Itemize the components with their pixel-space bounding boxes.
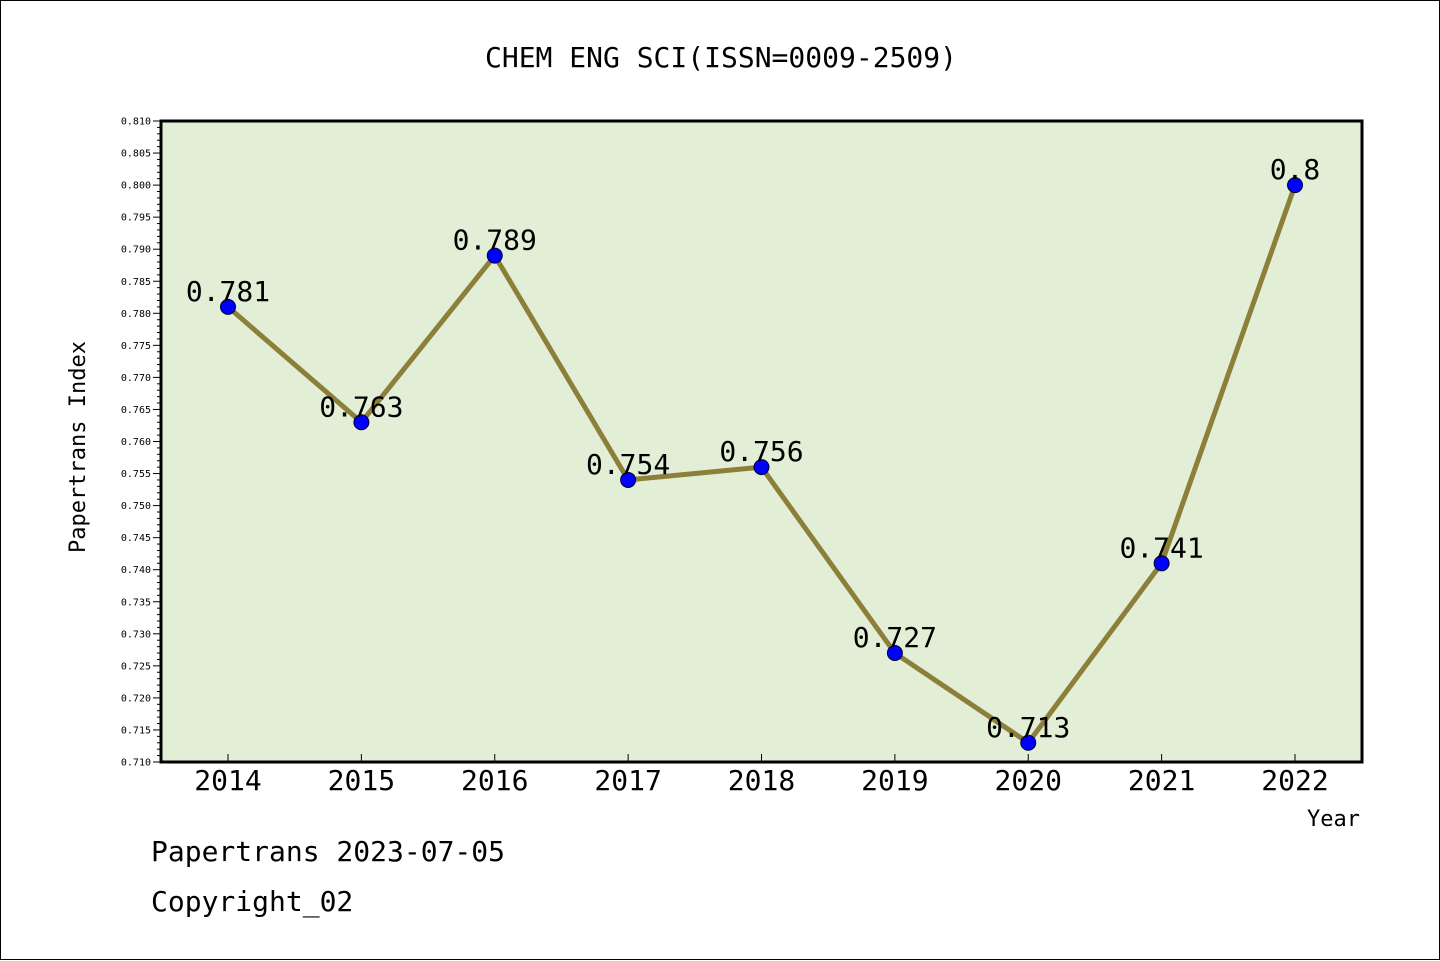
x-tick-label: 2018 — [728, 764, 795, 797]
data-label: 0.727 — [853, 621, 937, 654]
footer-copyright: Copyright_02 — [151, 885, 354, 918]
x-tick-label: 2016 — [461, 764, 528, 797]
data-label: 0.741 — [1119, 531, 1203, 564]
data-label: 0.754 — [586, 448, 670, 481]
series-markers — [220, 177, 1303, 751]
y-tick-label: 0.735 — [121, 597, 151, 608]
data-point — [486, 247, 503, 264]
data-point — [1020, 734, 1037, 751]
data-label: 0.763 — [319, 390, 403, 423]
y-tick-label: 0.720 — [121, 693, 151, 704]
y-tick-label: 0.760 — [121, 437, 151, 448]
y-tick-label: 0.710 — [121, 758, 151, 769]
y-tick-label: 0.800 — [121, 181, 151, 192]
footer-date: Papertrans 2023-07-05 — [151, 835, 506, 868]
data-label: 0.713 — [986, 711, 1070, 744]
data-label: 0.8 — [1270, 153, 1321, 186]
y-tick-label: 0.785 — [121, 277, 151, 288]
y-tick-label: 0.715 — [121, 725, 151, 736]
y-tick-label: 0.805 — [121, 149, 151, 160]
data-point — [1287, 177, 1303, 194]
x-tick-label: 2014 — [194, 764, 261, 797]
data-point — [220, 298, 236, 315]
y-tick-label: 0.745 — [121, 533, 151, 544]
y-axis-ticks: 0.710 0.715 0.720 0.725 0.730 0.735 0.740 0.745… — [121, 117, 161, 769]
y-tick-label: 0.790 — [121, 245, 151, 256]
y-tick-label: 0.775 — [121, 341, 151, 352]
plot-area — [159, 119, 1364, 764]
data-point — [353, 414, 370, 431]
data-point — [886, 645, 903, 662]
x-tick-label: 2017 — [594, 764, 661, 797]
x-tick-label: 2019 — [861, 764, 928, 797]
x-axis-label: Year — [1307, 807, 1360, 832]
x-tick-label: 2021 — [1128, 764, 1195, 797]
x-axis-ticks: 2014 2015 2016 2017 2018 2019 2020 2021 2022 — [194, 754, 1329, 797]
data-point — [1153, 555, 1170, 572]
data-label: 0.781 — [186, 275, 270, 308]
y-tick-label: 0.755 — [121, 469, 151, 480]
data-labels: 0.781 0.763 0.789 0.754 0.756 0.727 0.713 0.741… — [186, 153, 1320, 744]
y-tick-label: 0.810 — [121, 117, 151, 128]
y-tick-label: 0.770 — [121, 373, 151, 384]
y-tick-label: 0.725 — [121, 661, 151, 672]
y-tick-label: 0.795 — [121, 213, 151, 224]
data-point — [620, 471, 637, 488]
y-tick-label: 0.780 — [121, 309, 151, 320]
chart-title: CHEM ENG SCI(ISSN=0009-2509) — [485, 41, 957, 74]
x-tick-label: 2020 — [995, 764, 1062, 797]
y-tick-label: 0.750 — [121, 501, 151, 512]
data-point — [753, 459, 770, 476]
data-label: 0.789 — [453, 224, 537, 257]
x-tick-label: 2022 — [1261, 764, 1328, 797]
y-tick-label: 0.765 — [121, 405, 151, 416]
y-axis-label: Papertrans Index — [66, 341, 91, 553]
y-tick-label: 0.730 — [121, 629, 151, 640]
y-tick-label: 0.740 — [121, 565, 151, 576]
data-label: 0.756 — [719, 435, 803, 468]
x-tick-label: 2015 — [328, 764, 395, 797]
